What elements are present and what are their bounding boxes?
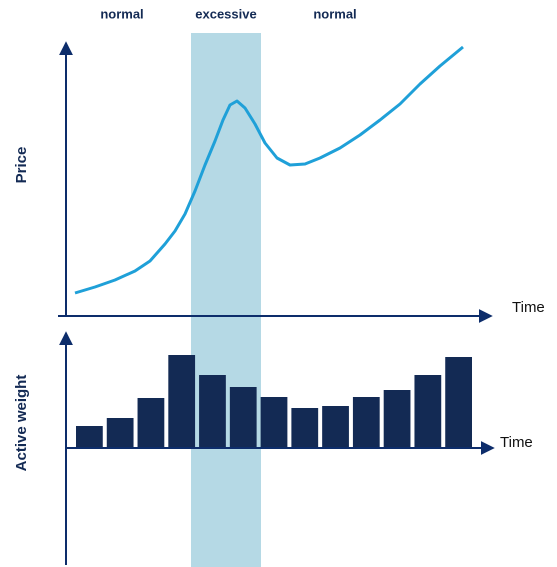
bar [106, 418, 134, 448]
bar [322, 406, 349, 448]
phase-label: normal [100, 6, 143, 21]
bar [445, 357, 472, 448]
bar [414, 375, 442, 448]
phase-label: excessive [195, 6, 256, 21]
bar [383, 390, 411, 448]
y-axis-label: Active weight [13, 375, 30, 472]
bar [76, 426, 103, 448]
excessive-band [191, 33, 261, 567]
bar [291, 408, 319, 448]
price-line [74, 45, 464, 295]
phase-label: normal [313, 6, 356, 21]
bar [352, 397, 380, 448]
bar [229, 387, 257, 448]
x-axis-label: Time [512, 299, 545, 316]
bar [199, 375, 226, 448]
y-axis-label: Price [13, 147, 30, 184]
bar [168, 355, 196, 448]
bar [137, 398, 165, 448]
bar [260, 397, 288, 448]
x-axis-label: Time [500, 434, 533, 451]
